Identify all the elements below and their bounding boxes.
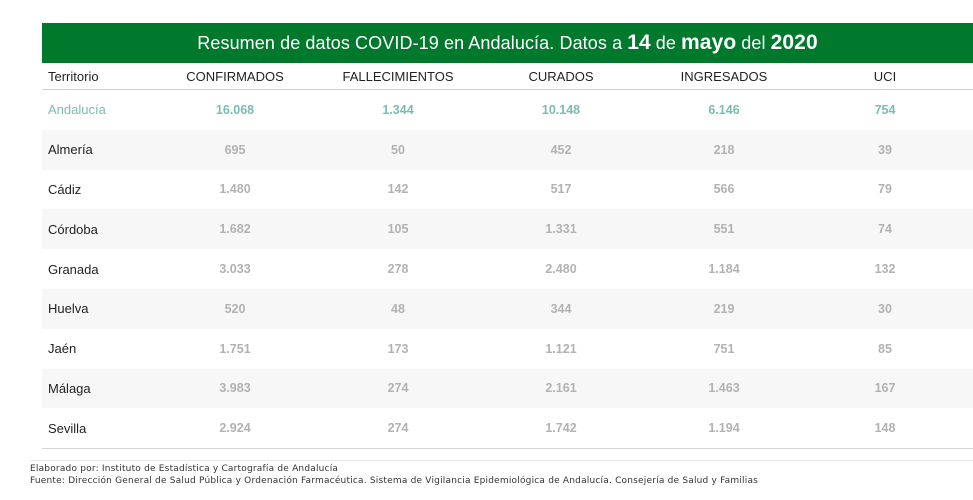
cell-ingresados: 566	[713, 182, 735, 197]
table-row: Jaén 1.751 173 1.121 751 85	[42, 329, 973, 369]
cell-ingresados: 1.184	[708, 262, 740, 277]
table-row: Huelva 520 48 344 219 30	[42, 288, 973, 329]
cell-fallecimientos: 274	[325, 408, 471, 450]
cell-confirmados: 1.480	[219, 182, 251, 197]
cell-curados: 2.480	[545, 262, 577, 277]
cell-confirmados: 1.682	[145, 209, 325, 250]
cell-territorio: Granada	[48, 261, 99, 277]
cell-confirmados: 3.983	[145, 368, 325, 409]
header-confirmados: CONFIRMADOS	[145, 63, 325, 90]
covid-data-table: Territorio CONFIRMADOS FALLECIMIENTOS CU…	[42, 63, 973, 450]
title-prefix: Resumen de datos COVID-19 en Andalucía. …	[197, 32, 623, 53]
table-row: Córdoba 1.682 105 1.331 551 74	[42, 209, 973, 250]
cell-territorio: Almería	[42, 129, 145, 170]
cell-territorio: Andalucía	[48, 102, 106, 118]
cell-territorio: Jaén	[48, 341, 77, 357]
cell-uci: 148	[797, 408, 973, 450]
footer-elaborado: Elaborado por: Instituto de Estadística …	[30, 464, 339, 474]
table-row-total: Andalucía 16.068 1.344 10.148 6.146 754	[42, 90, 973, 130]
cell-curados: 1.742	[471, 408, 651, 450]
cell-curados: 10.148	[541, 102, 581, 117]
cell-fallecimientos: 173	[387, 341, 409, 356]
cell-uci: 30	[797, 288, 973, 329]
cell-ingresados: 1.194	[651, 408, 797, 450]
covid-summary-table-container: Resumen de datos COVID-19 en Andalucía. …	[42, 23, 973, 450]
cell-confirmados: 695	[145, 129, 325, 170]
cell-ingresados: 6.146	[708, 102, 740, 117]
cell-ingresados: 218	[651, 129, 797, 170]
cell-territorio: Sevilla	[42, 408, 145, 450]
table-body: Andalucía 16.068 1.344 10.148 6.146 754 Almerí…	[42, 90, 973, 450]
cell-fallecimientos: 278	[387, 262, 409, 277]
cell-ingresados: 751	[713, 341, 735, 356]
cell-confirmados: 3.033	[219, 262, 251, 277]
title-day: 14	[627, 31, 651, 54]
cell-curados: 2.161	[471, 368, 651, 409]
cell-curados: 344	[471, 288, 651, 329]
cell-confirmados: 16.068	[215, 102, 255, 117]
cell-curados: 452	[471, 129, 651, 170]
cell-ingresados: 551	[651, 209, 797, 250]
title-de: de	[655, 32, 677, 53]
title-year: 2020	[770, 31, 818, 54]
cell-fallecimientos: 274	[325, 368, 471, 409]
table-row: Sevilla 2.924 274 1.742 1.194 148	[42, 408, 973, 450]
cell-curados: 1.121	[545, 341, 577, 356]
cell-fallecimientos: 105	[325, 209, 471, 250]
cell-uci: 85	[878, 341, 892, 356]
cell-uci: 754	[874, 102, 896, 117]
cell-uci: 74	[797, 209, 973, 250]
cell-territorio: Córdoba	[42, 209, 145, 250]
header-curados: CURADOS	[471, 63, 651, 90]
cell-ingresados: 219	[651, 288, 797, 329]
cell-ingresados: 1.463	[651, 368, 797, 409]
table-row: Málaga 3.983 274 2.161 1.463 167	[42, 368, 973, 409]
table-title-banner: Resumen de datos COVID-19 en Andalucía. …	[42, 23, 973, 63]
cell-curados: 517	[550, 182, 572, 197]
cell-curados: 1.331	[471, 209, 651, 250]
cell-uci: 132	[874, 262, 896, 277]
header-uci: UCI	[797, 63, 973, 90]
cell-territorio: Cádiz	[48, 181, 82, 197]
cell-uci: 79	[878, 182, 892, 197]
footer-divider	[30, 460, 973, 461]
title-month: mayo	[681, 31, 737, 54]
title-del: del	[741, 32, 766, 53]
cell-uci: 167	[797, 368, 973, 409]
cell-territorio: Málaga	[42, 368, 145, 409]
cell-uci: 39	[797, 129, 973, 170]
footer-fuente: Fuente: Dirección General de Salud Públi…	[30, 476, 759, 486]
footer-credits: Elaborado por: Instituto de Estadística …	[30, 463, 758, 487]
table-header-row: Territorio CONFIRMADOS FALLECIMIENTOS CU…	[42, 63, 973, 90]
cell-fallecimientos: 48	[325, 288, 471, 329]
cell-fallecimientos: 142	[387, 182, 409, 197]
cell-confirmados: 2.924	[145, 408, 325, 450]
table-row: Almería 695 50 452 218 39	[42, 129, 973, 170]
header-ingresados: INGRESADOS	[651, 63, 797, 90]
header-territorio: Territorio	[42, 63, 145, 90]
cell-territorio: Huelva	[42, 288, 145, 329]
cell-confirmados: 520	[145, 288, 325, 329]
cell-fallecimientos: 50	[325, 129, 471, 170]
cell-fallecimientos: 1.344	[382, 102, 414, 117]
table-row: Granada 3.033 278 2.480 1.184 132	[42, 249, 973, 289]
cell-confirmados: 1.751	[219, 341, 251, 356]
header-fallecimientos: FALLECIMIENTOS	[325, 63, 471, 90]
table-row: Cádiz 1.480 142 517 566 79	[42, 170, 973, 210]
